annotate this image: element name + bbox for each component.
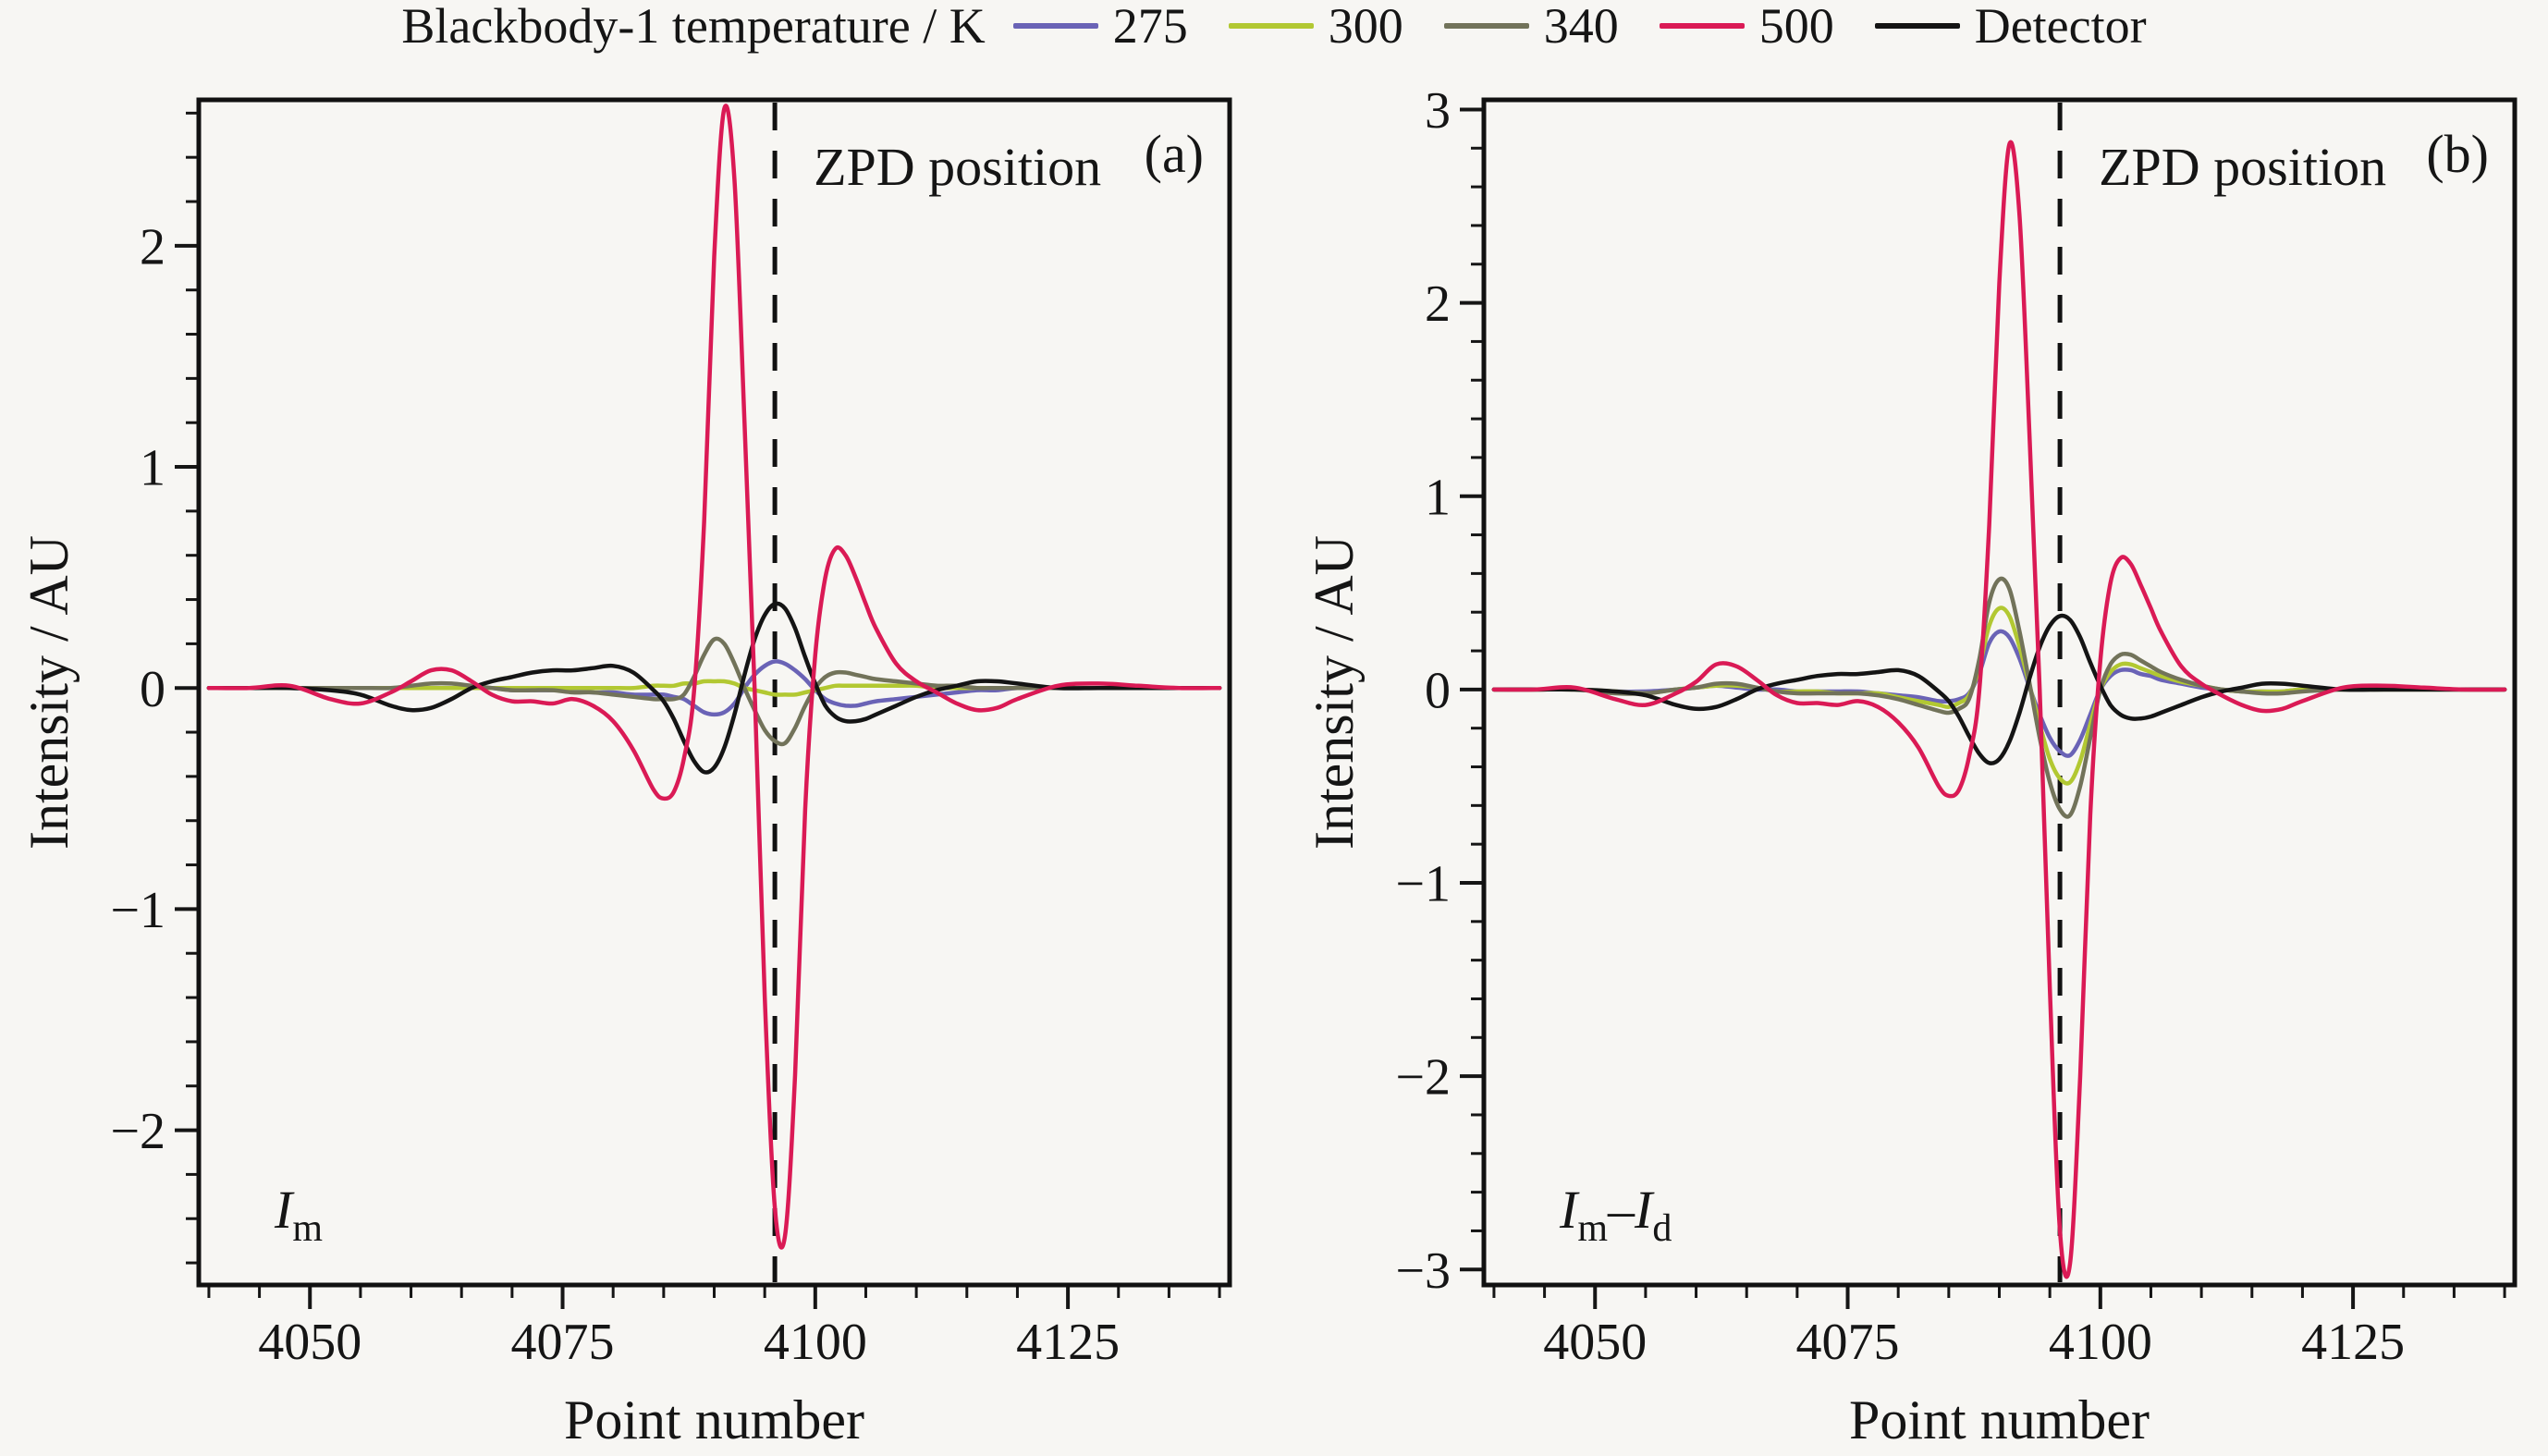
- series-line-340: [206, 636, 1222, 747]
- legend-item-label: 340: [1543, 0, 1619, 54]
- zpd-annotation: ZPD position: [814, 137, 1101, 197]
- legend-swatch-275: [1012, 23, 1098, 29]
- x-tick-label: 4050: [258, 1314, 361, 1371]
- legend: Blackbody-1 temperature / K 275 300 340 500…: [0, 0, 2548, 52]
- series-line-340: [1491, 576, 2507, 819]
- legend-item-detector: Detector: [1874, 0, 2147, 54]
- legend-swatch-detector: [1874, 23, 1960, 29]
- legend-item-300: 300: [1228, 0, 1403, 54]
- y-tick-label: 0: [140, 661, 165, 718]
- x-tick-label: 4075: [511, 1314, 615, 1371]
- x-tick-label: 4050: [1543, 1314, 1647, 1371]
- x-tick-label: 4125: [1016, 1314, 1120, 1371]
- x-tick-label: 4100: [2049, 1314, 2152, 1371]
- x-axis-title: Point number: [1849, 1389, 2150, 1450]
- y-tick-label: −3: [1395, 1242, 1451, 1300]
- legend-swatch-300: [1228, 23, 1314, 29]
- y-axis-title: Intensity / AU: [18, 535, 80, 850]
- x-tick-label: 4125: [2301, 1314, 2405, 1371]
- x-tick-label: 4075: [1796, 1314, 1900, 1371]
- zpd-annotation: ZPD position: [2099, 137, 2386, 197]
- legend-item-label: 300: [1328, 0, 1403, 54]
- legend-swatch-340: [1443, 23, 1529, 29]
- series-line-500: [1491, 140, 2507, 1279]
- y-tick-label: −1: [110, 882, 165, 939]
- y-tick-label: −2: [1395, 1049, 1451, 1107]
- series-line-detector: [206, 601, 1222, 775]
- y-tick-label: 2: [1425, 275, 1451, 333]
- y-tick-label: 1: [1425, 469, 1451, 526]
- legend-swatch-500: [1659, 23, 1745, 29]
- y-tick-label: 1: [140, 440, 165, 497]
- plot-border: [196, 97, 1232, 1288]
- plot-border: [1481, 97, 2517, 1288]
- panel-letter: (a): [1145, 124, 1204, 184]
- legend-item-label: 275: [1112, 0, 1188, 54]
- series-line-detector: [1491, 613, 2507, 765]
- legend-item-label: Detector: [1974, 0, 2147, 54]
- y-tick-label: 0: [1425, 662, 1451, 719]
- legend-item-275: 275: [1012, 0, 1188, 54]
- legend-item-340: 340: [1443, 0, 1619, 54]
- y-tick-label: −2: [110, 1103, 165, 1160]
- x-axis-title: Point number: [564, 1389, 864, 1450]
- y-tick-label: 3: [1425, 82, 1451, 140]
- legend-items: 275 300 340 500 Detector: [1012, 0, 2147, 54]
- x-tick-label: 4100: [764, 1314, 867, 1371]
- y-tick-label: 2: [140, 218, 165, 275]
- legend-item-500: 500: [1659, 0, 1834, 54]
- corner-label: Im–Id: [1559, 1180, 1672, 1250]
- y-axis-title: Intensity / AU: [1304, 535, 1365, 850]
- legend-item-label: 500: [1758, 0, 1834, 54]
- series-line-500: [206, 104, 1222, 1250]
- panel-letter: (b): [2426, 124, 2489, 184]
- legend-title: Blackbody-1 temperature / K: [401, 0, 986, 54]
- y-tick-label: −1: [1395, 856, 1451, 913]
- corner-label: Im: [274, 1180, 323, 1250]
